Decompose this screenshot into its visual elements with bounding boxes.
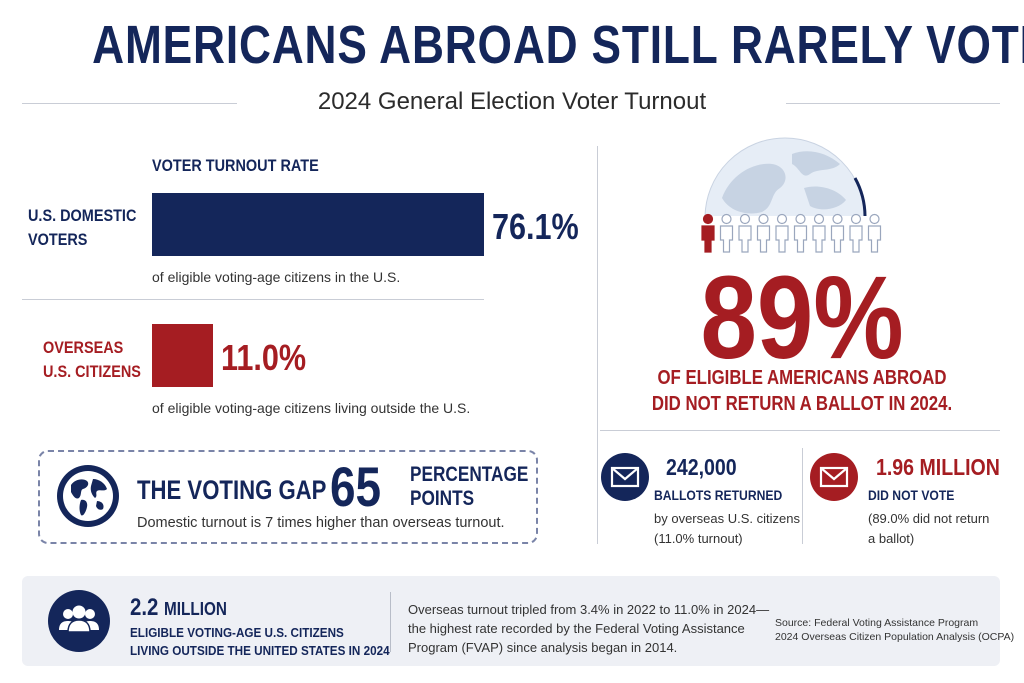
overseas-turnout-value: 11.0% — [221, 337, 307, 378]
title-divider-right — [786, 103, 1000, 104]
person-icon — [849, 213, 863, 253]
returned-note-line2: (11.0% turnout) — [654, 531, 743, 546]
source-line2: 2024 Overseas Citizen Population Analysi… — [775, 631, 1015, 643]
person-icon — [719, 213, 734, 253]
footer-note-line1: Overseas turnout tripled from 3.4% in 20… — [408, 602, 770, 617]
returned-note-line1: by overseas U.S. citizens — [654, 511, 800, 526]
domestic-label-line1: U.S. DOMESTIC — [28, 206, 137, 225]
domestic-row-label: U.S. DOMESTIC VOTERS — [28, 204, 136, 252]
footer-population-value: 2.2 MILLION — [130, 594, 227, 622]
person-icon — [701, 213, 715, 253]
overseas-turnout-bar — [152, 324, 213, 387]
voting-gap-box — [38, 450, 538, 544]
footer-divider — [390, 592, 391, 652]
person-icon — [793, 213, 808, 253]
overseas-turnout-note: of eligible voting-age citizens living o… — [152, 400, 471, 416]
people-row — [700, 212, 890, 256]
domestic-turnout-value: 76.1% — [492, 206, 579, 247]
gap-unit-line1: PERCENTAGE — [410, 463, 529, 486]
person-icon — [738, 213, 752, 253]
person-icon — [756, 213, 771, 253]
globe-icon — [57, 465, 119, 527]
footer-note-line2: the highest rate recorded by the Federal… — [408, 621, 745, 636]
notvote-note-line2: a ballot) — [868, 531, 915, 546]
person-icon — [830, 213, 845, 253]
voting-gap-note: Domestic turnout is 7 times higher than … — [137, 515, 505, 531]
voting-gap-unit: PERCENTAGE POINTS — [410, 463, 528, 511]
hero-caption-line1: OF ELIGIBLE AMERICANS ABROAD — [657, 367, 947, 389]
turnout-section-label: VOTER TURNOUT RATE — [152, 156, 319, 175]
title-divider-left — [22, 103, 237, 104]
domestic-turnout-note: of eligible voting-age citizens in the U… — [152, 269, 401, 285]
voting-gap-label: THE VOTING GAP — [137, 475, 327, 505]
person-icon — [775, 213, 789, 253]
column-divider — [597, 146, 598, 544]
source-citation: Source: Federal Voting Assistance Progra… — [775, 616, 1014, 644]
hero-percent: 89% — [700, 252, 904, 384]
ballots-returned-value: 242,000 — [666, 454, 737, 480]
notvote-note-line1: (89.0% did not return — [868, 511, 990, 526]
right-section-divider — [600, 430, 1000, 431]
footer-note-line3: Program (FVAP) since analysis began in 2… — [408, 640, 678, 655]
footer-population-desc: ELIGIBLE VOTING-AGE U.S. CITIZENS LIVING… — [130, 624, 390, 660]
overseas-label-line2: U.S. CITIZENS — [43, 362, 141, 381]
envelope-icon — [601, 453, 649, 501]
page-title: AMERICANS ABROAD STILL RARELY VOTE — [92, 15, 1024, 75]
envelope-icon — [810, 453, 858, 501]
footer-note: Overseas turnout tripled from 3.4% in 20… — [408, 600, 769, 657]
people-group-icon — [48, 590, 110, 652]
overseas-label-line1: OVERSEAS — [43, 338, 124, 357]
footer-value-unit: MILLION — [164, 599, 227, 619]
did-not-vote-label: DID NOT VOTE — [868, 488, 955, 503]
footer-panel — [22, 576, 1000, 666]
page-subtitle: 2024 General Election Voter Turnout — [317, 88, 707, 115]
row-divider — [22, 299, 484, 300]
person-icon — [812, 213, 826, 253]
ballots-returned-label: BALLOTS RETURNED — [654, 488, 783, 503]
ballots-returned-note: by overseas U.S. citizens (11.0% turnout… — [654, 509, 800, 549]
overseas-row-label: OVERSEAS U.S. CITIZENS — [43, 336, 141, 384]
domestic-label-line2: VOTERS — [28, 230, 88, 249]
hero-caption-line2: DID NOT RETURN A BALLOT IN 2024. — [651, 393, 953, 415]
voting-gap-number: 65 — [330, 455, 382, 518]
footer-desc-line1: ELIGIBLE VOTING-AGE U.S. CITIZENS — [130, 625, 344, 640]
gap-unit-line2: POINTS — [410, 487, 475, 510]
globe-icon — [700, 128, 870, 218]
footer-value-number: 2.2 — [130, 594, 159, 621]
did-not-vote-note: (89.0% did not return a ballot) — [868, 509, 989, 549]
person-icon — [867, 213, 882, 253]
did-not-vote-value: 1.96 MILLION — [876, 454, 1000, 480]
domestic-turnout-bar — [152, 193, 484, 256]
hero-caption: OF ELIGIBLE AMERICANS ABROAD DID NOT RET… — [634, 365, 970, 417]
source-line1: Source: Federal Voting Assistance Progra… — [775, 617, 979, 629]
stat-divider — [802, 448, 803, 544]
footer-desc-line2: LIVING OUTSIDE THE UNITED STATES IN 2024 — [130, 643, 390, 658]
